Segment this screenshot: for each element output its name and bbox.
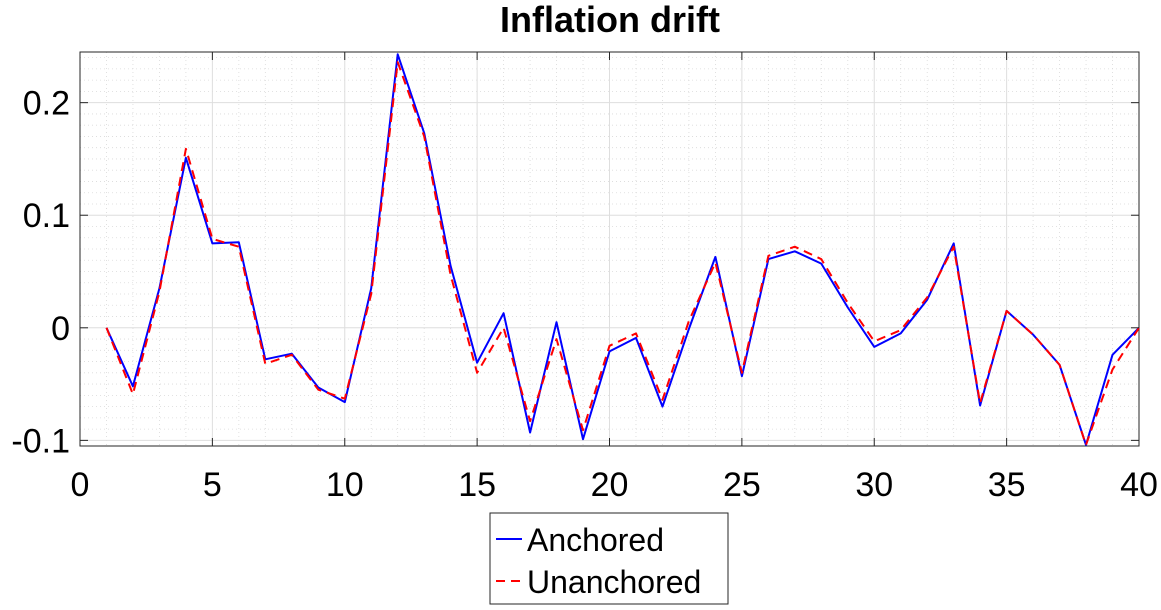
x-axis: 0 5 10 15 20 25 30 35 40 (71, 52, 1158, 504)
x-tick-label: 5 (203, 466, 222, 504)
x-tick-label: 30 (855, 466, 893, 504)
x-tick-label: 35 (988, 466, 1026, 504)
legend-label-anchored: Anchored (527, 522, 664, 558)
minor-grid (80, 52, 1139, 446)
x-tick-label: 15 (458, 466, 496, 504)
x-tick-label: 10 (326, 466, 364, 504)
series-line-unanchored (105, 61, 1140, 446)
y-tick-label: 0.2 (23, 85, 70, 123)
legend-label-unanchored: Unanchored (527, 564, 701, 600)
x-tick-label: 40 (1120, 466, 1158, 504)
y-axis: -0.1 0 0.1 0.2 (11, 85, 1139, 460)
legend: Anchored Unanchored (489, 512, 729, 605)
y-tick-label: 0 (51, 310, 70, 348)
series-layer (105, 53, 1140, 446)
x-tick-label: 0 (71, 466, 90, 504)
y-tick-label: 0.1 (23, 197, 70, 235)
legend-box (489, 512, 729, 605)
chart-title: Inflation drift (500, 0, 720, 40)
y-tick-label: -0.1 (11, 422, 70, 460)
x-tick-label: 20 (591, 466, 629, 504)
x-tick-label: 25 (723, 466, 761, 504)
